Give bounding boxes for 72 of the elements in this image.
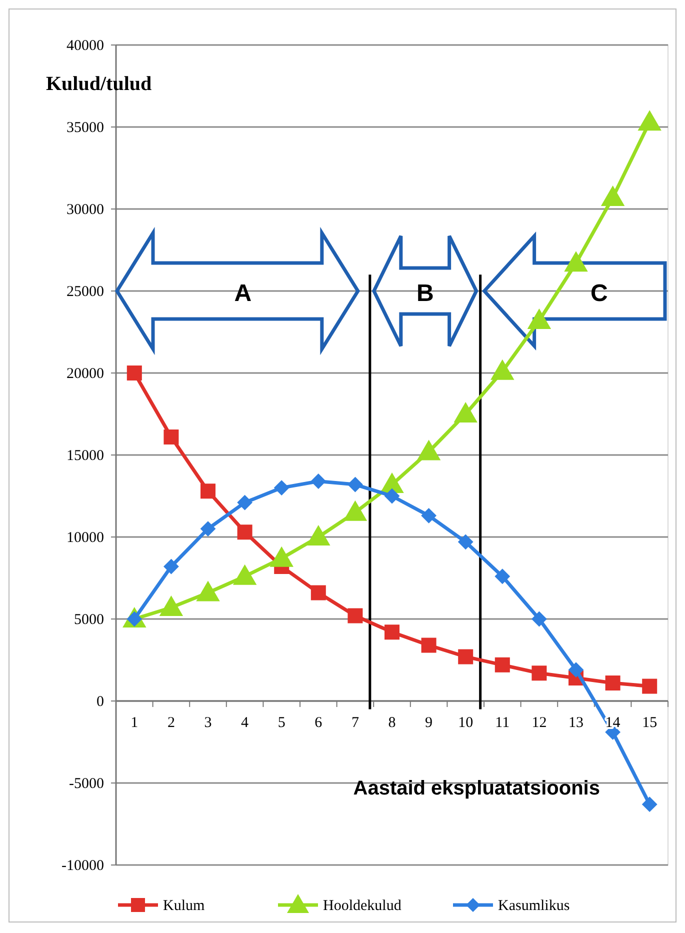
point [384, 624, 400, 640]
x-tick-label: 3 [204, 715, 212, 731]
point [490, 360, 514, 380]
point [417, 440, 440, 460]
x-tick-label: 6 [314, 715, 323, 731]
x-tick-label: 2 [167, 715, 175, 731]
y-tick-label: 15000 [66, 448, 104, 464]
point [568, 662, 584, 678]
annotation: A [234, 280, 252, 307]
point [237, 524, 252, 540]
point [642, 796, 658, 812]
point [310, 585, 326, 600]
y-tick-label: 35000 [66, 120, 104, 136]
point [126, 366, 142, 380]
annotation: C [590, 280, 608, 307]
x-tick-label: 5 [278, 715, 286, 731]
y-tick-label: 5000 [74, 612, 104, 628]
legend-label: Hooldekulud [323, 898, 402, 914]
x-tick-label: 11 [495, 715, 510, 731]
x-tick-label: 10 [458, 715, 474, 731]
point [605, 675, 620, 690]
x-tick-label: 4 [241, 715, 250, 731]
point [200, 521, 216, 536]
point [494, 657, 510, 672]
y-axis-title: Kulud/tulud [46, 73, 152, 95]
point [532, 612, 547, 626]
point [160, 596, 183, 616]
point [164, 429, 179, 444]
point [348, 477, 363, 492]
x-tick-label: 7 [351, 715, 360, 731]
point [200, 484, 216, 499]
y-tick-label: -10000 [62, 858, 104, 874]
x-tick-label: 12 [532, 715, 547, 731]
point [344, 500, 367, 521]
point [564, 252, 588, 272]
x-tick-label: 1 [130, 715, 138, 731]
point [458, 534, 474, 550]
point [458, 649, 474, 664]
y-tick-label: 0 [96, 694, 104, 710]
point [421, 638, 436, 653]
y-tick-label: 30000 [66, 202, 104, 218]
y-tick-label: -5000 [69, 776, 104, 792]
point [494, 568, 510, 584]
point [528, 309, 551, 330]
y-tick-label: 40000 [66, 38, 104, 54]
point [532, 666, 547, 681]
point [310, 474, 326, 489]
y-tick-label: 25000 [66, 284, 104, 300]
annotation: B [416, 280, 434, 307]
point [274, 480, 290, 496]
x-tick-label: 8 [388, 715, 396, 731]
point [237, 495, 252, 510]
legend-label: Kulum [163, 898, 205, 914]
x-axis-title: Aastaid ekspluatatsioonis [353, 777, 600, 800]
x-tick-label: 15 [642, 715, 658, 731]
y-tick-label: 20000 [66, 366, 104, 382]
point [454, 402, 478, 422]
x-tick-label: 9 [425, 715, 433, 731]
point [384, 488, 400, 504]
point [196, 581, 220, 602]
point [642, 678, 658, 694]
legend-label: Kasumlikus [498, 898, 570, 914]
point [421, 508, 436, 524]
y-tick-label: 10000 [66, 530, 104, 546]
point [306, 526, 330, 546]
point [601, 186, 624, 206]
x-tick-label: 13 [568, 715, 584, 731]
point [638, 110, 662, 131]
point [164, 559, 179, 574]
point [348, 608, 363, 624]
point [270, 546, 294, 567]
point [233, 564, 256, 585]
